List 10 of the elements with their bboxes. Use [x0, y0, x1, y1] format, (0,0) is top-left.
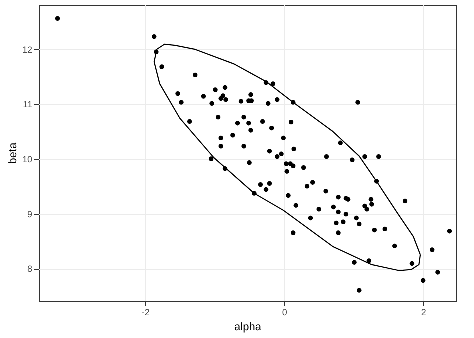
- x-tick-label: -2: [142, 308, 150, 318]
- y-tick-label: 12: [22, 44, 32, 55]
- y-tick-label: 10: [22, 154, 32, 165]
- x-axis-title: alpha: [234, 322, 262, 334]
- y-tick-label: 11: [23, 100, 32, 110]
- x-tick-label: 2: [421, 308, 426, 318]
- x-tick-label: 0: [282, 308, 288, 318]
- y-tick-label: 8: [27, 264, 32, 274]
- y-tick-label: 9: [27, 209, 32, 220]
- y-axis-title: beta: [7, 142, 20, 164]
